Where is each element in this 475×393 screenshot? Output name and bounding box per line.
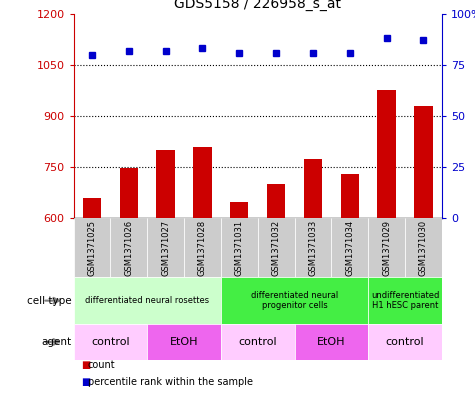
Text: differentiated neural
progenitor cells: differentiated neural progenitor cells [251, 291, 338, 310]
Text: GSM1371032: GSM1371032 [272, 220, 281, 275]
Bar [193, 147, 212, 218]
Text: cell type: cell type [27, 296, 71, 306]
Bar [341, 174, 359, 218]
Text: EtOH: EtOH [170, 337, 199, 347]
Bar [147, 324, 221, 360]
Bar [368, 324, 442, 360]
Text: agent: agent [41, 337, 71, 347]
Bar [74, 277, 221, 324]
Text: GSM1371029: GSM1371029 [382, 220, 391, 275]
Title: GDS5158 / 226958_s_at: GDS5158 / 226958_s_at [174, 0, 341, 11]
Text: ■: ■ [81, 377, 90, 387]
Bar [304, 158, 322, 218]
Bar [83, 198, 101, 218]
Bar [414, 106, 433, 218]
Text: GSM1371026: GSM1371026 [124, 220, 133, 275]
Bar [368, 218, 405, 277]
Bar [294, 218, 332, 277]
Bar [110, 218, 147, 277]
Text: GSM1371025: GSM1371025 [87, 220, 96, 275]
Text: ■: ■ [81, 360, 90, 370]
Bar [221, 277, 368, 324]
Text: GSM1371033: GSM1371033 [308, 219, 317, 276]
Bar [405, 218, 442, 277]
Text: GSM1371030: GSM1371030 [419, 220, 428, 275]
Bar [120, 168, 138, 218]
Text: percentile rank within the sample: percentile rank within the sample [88, 377, 253, 387]
Bar [377, 90, 396, 218]
Text: control: control [91, 337, 130, 347]
Text: GSM1371027: GSM1371027 [161, 220, 170, 275]
Text: control: control [386, 337, 424, 347]
Text: control: control [238, 337, 277, 347]
Text: differentiated neural rosettes: differentiated neural rosettes [85, 296, 209, 305]
Bar [332, 218, 368, 277]
Bar [156, 150, 175, 218]
Text: count: count [88, 360, 115, 370]
Bar [147, 218, 184, 277]
Bar [184, 218, 221, 277]
Bar [230, 202, 248, 218]
Bar [74, 324, 147, 360]
Text: GSM1371028: GSM1371028 [198, 220, 207, 275]
Text: EtOH: EtOH [317, 337, 346, 347]
Bar [221, 218, 257, 277]
Bar [221, 324, 294, 360]
Bar [294, 324, 368, 360]
Bar [368, 277, 442, 324]
Bar [257, 218, 294, 277]
Text: GSM1371031: GSM1371031 [235, 220, 244, 275]
Bar [74, 218, 110, 277]
Text: GSM1371034: GSM1371034 [345, 220, 354, 275]
Bar [267, 184, 285, 218]
Text: undifferentiated
H1 hESC parent: undifferentiated H1 hESC parent [371, 291, 439, 310]
